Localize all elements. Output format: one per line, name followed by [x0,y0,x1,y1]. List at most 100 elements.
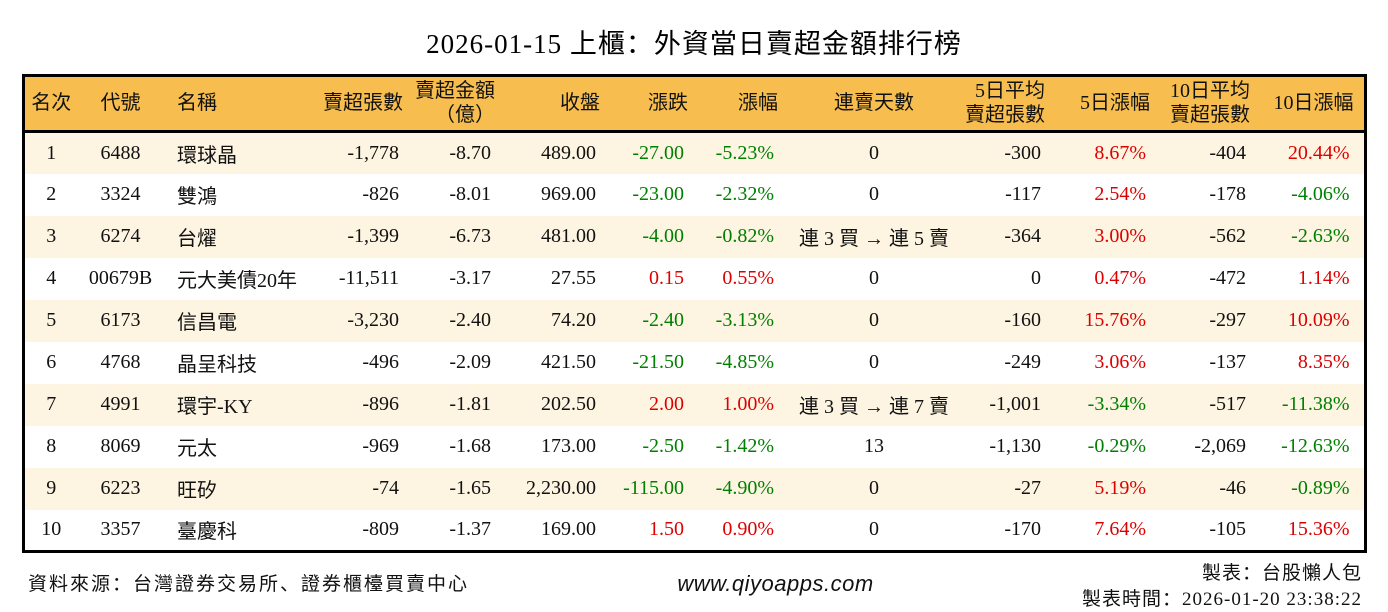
column-header-8: 漲幅 [698,75,788,133]
table-cell: -364 [1004,225,1041,247]
table-cell: -562 [1209,225,1246,247]
table-cell: 6 [46,351,57,373]
table-cell: -297 [1209,309,1246,331]
table-cell: 6274 [100,225,141,247]
table-cell: -4.85% [715,351,774,373]
table-cell: 連 3 買 → 連 5 賣 [799,228,949,250]
table-cell: 雙鴻 [177,186,217,208]
table-cell: -404 [1209,141,1246,164]
table-cell: 202.50 [541,393,596,415]
table-cell: -1,001 [989,393,1041,415]
table-cell: 1.50 [649,518,684,541]
column-header-11: 5日漲幅 [1055,75,1160,133]
table-row: 2 3324 雙鴻 -826 -8.01 969.00 -23.00 -2.32% 0 -117 2… [23,173,1365,216]
table-row: 7 4991 環宇-KY -896 -1.81 202.50 2.00 1.00% 連 3 買 … [23,383,1365,426]
table-cell: -1.37 [449,518,491,541]
table-cell: -2.32% [715,183,774,205]
footer: 資料來源：台灣證券交易所、證券櫃檯買賣中心 www.qiyoapps.com 製… [24,561,1364,612]
table-cell: 元大美債20年 [177,270,297,292]
table-cell: -0.29% [1087,435,1146,457]
table-cell: 3357 [100,518,141,541]
data-source-label: 資料來源：台灣證券交易所、證券櫃檯買賣中心 [28,574,470,595]
table-cell: 8.67% [1094,141,1146,164]
table-cell: 4 [46,267,57,289]
table-cell: -11.38% [1281,393,1350,415]
table-cell: 15.36% [1287,518,1350,541]
made-by-label: 製表：台股懶人包 [1201,563,1362,584]
table-row: 5 6173 信昌電 -3,230 -2.40 74.20 -2.40 -3.13% 0 -160… [23,299,1365,342]
table-cell: -969 [362,435,399,457]
table-cell: 27.55 [551,267,596,289]
table-cell: 4768 [100,351,141,373]
table-cell: -2.40 [642,309,684,331]
table-cell: 3 [46,225,57,247]
credit-block: 製表：台股懶人包 製表時間：2026-01-20 23:38:22 [1082,561,1364,612]
table-cell: -137 [1209,351,1246,373]
table-cell: -3.34% [1087,393,1146,415]
table-cell: -27.00 [632,141,684,164]
table-cell: -3.13% [715,309,774,331]
column-header-13: 10日漲幅 [1260,75,1365,133]
table-cell: -4.06% [1291,183,1350,205]
table-cell: 8 [46,435,57,457]
table-cell: -4.00 [642,225,684,247]
table-cell: 6488 [100,141,141,164]
table-cell: -1,778 [347,141,399,164]
table-cell: 0 [869,183,879,205]
table-cell: 13 [864,435,884,457]
column-header-9: 連賣天數 [788,75,960,133]
table-cell: 8.35% [1297,351,1350,373]
table-cell: 臺慶科 [177,521,237,544]
table-row: 3 6274 台燿 -1,399 -6.73 481.00 -4.00 -0.82% 連 3 買… [23,215,1365,258]
column-header-5: 賣超金額 （億） [413,75,505,133]
table-cell: 15.76% [1084,309,1146,331]
column-header-2: 代號 [78,75,163,133]
table-cell: -105 [1209,518,1246,541]
table-cell: 1.00% [722,393,774,415]
table-row: 9 6223 旺矽 -74 -1.65 2,230.00 -115.00 -4.90% 0 -27… [23,467,1365,510]
table-cell: 2.54% [1094,183,1146,205]
table-cell: 旺矽 [177,480,217,502]
table-cell: 3.00% [1094,225,1146,247]
column-header-1: 名次 [23,75,78,133]
table-cell: 10 [41,518,62,541]
table-cell: -6.73 [449,225,491,247]
ranking-table: 名次 代號 名稱 賣超張數 賣超金額 （億） 收盤 漲跌 漲幅 連賣天數 5日平均 賣超張數 5日漲… [21,74,1367,553]
column-header-12: 10日平均 賣超張數 [1160,75,1260,133]
table-cell: 0 [869,309,879,331]
table-cell: 7 [46,393,57,415]
table-cell: 2,230.00 [526,477,596,499]
table-cell: 台燿 [177,228,217,250]
table-cell: 環宇-KY [177,396,253,418]
column-header-3: 名稱 [163,75,308,133]
table-cell: -249 [1004,351,1041,373]
table-cell: -5.23% [715,141,774,164]
table-cell: 969.00 [541,183,596,205]
table-row: 4 00679B 元大美債20年 -11,511 -3.17 27.55 0.15 0.55%… [23,257,1365,300]
table-cell: -170 [1004,518,1041,541]
table-cell: -496 [362,351,399,373]
table-cell: 3324 [100,183,141,205]
table-cell: 5.19% [1094,477,1146,499]
table-cell: 0 [869,141,879,164]
table-cell: 421.50 [541,351,596,373]
table-cell: 481.00 [541,225,596,247]
table-cell: 0 [869,351,879,373]
table-cell: 173.00 [541,435,596,457]
table-cell: 0 [1031,267,1041,289]
table-cell: -115.00 [623,477,684,499]
table-cell: -1.68 [449,435,491,457]
table-cell: -2,069 [1194,435,1246,457]
table-row: 8 8069 元太 -969 -1.68 173.00 -2.50 -1.42% 13 -1,13… [23,425,1365,468]
table-cell: 元太 [177,438,217,460]
table-cell: -2.09 [449,351,491,373]
table-cell: -23.00 [632,183,684,205]
table-cell: 2.00 [649,393,684,415]
table-cell: -826 [362,183,399,205]
table-cell: -517 [1209,393,1246,415]
table-cell: -178 [1209,183,1246,205]
table-row: 10 3357 臺慶科 -809 -1.37 169.00 1.50 0.90% 0 -170 7.… [23,509,1365,552]
table-cell: -0.89% [1291,477,1350,499]
table-cell: 10.09% [1287,309,1350,331]
